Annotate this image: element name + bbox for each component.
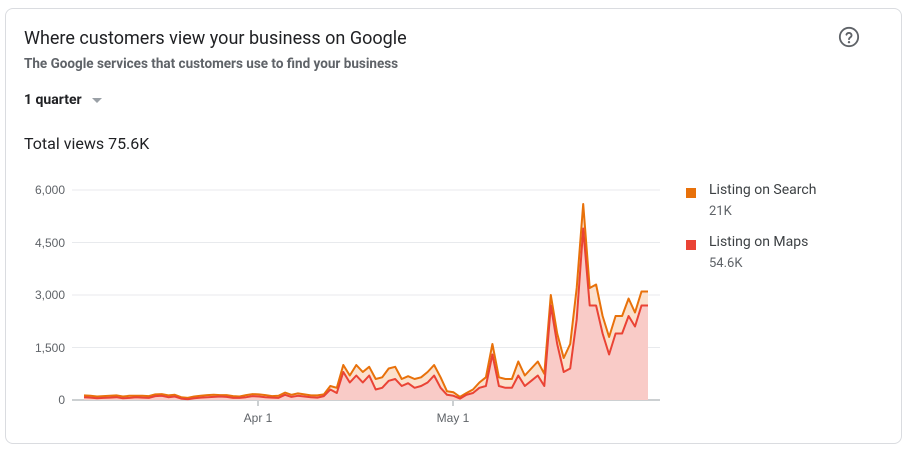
x-axis: Apr 1 May 1 [244,401,470,425]
y-tick-label: 4,500 [35,236,65,250]
line-maps [83,227,648,401]
card-title: Where customers view your business on Go… [24,28,407,49]
y-tick-label: 3,000 [35,288,65,302]
legend-swatch-maps [686,240,696,250]
legend-value: 21K [709,204,732,219]
y-tick-label: 0 [58,393,65,407]
caret-down-icon [91,97,102,103]
help-circle-icon[interactable] [838,26,860,48]
legend-label: Listing on Search [709,182,817,198]
views-card [5,8,902,444]
line-search [83,203,648,399]
total-views: Total views 75.6K [24,134,150,153]
legend-label: Listing on Maps [709,234,809,250]
period-dropdown[interactable]: 1 quarter [24,92,102,108]
y-tick-label: 6,000 [35,183,65,197]
y-tick-label: 1,500 [35,341,65,355]
legend-value: 54.6K [709,256,743,271]
y-axis: 6,000 4,500 3,000 1,500 0 [35,183,65,407]
area-maps [84,228,648,400]
period-label: 1 quarter [24,92,82,108]
legend-swatch-search [686,188,696,198]
card-subtitle: The Google services that customers use t… [24,56,399,72]
x-tick-label: Apr 1 [244,411,273,425]
x-tick-label: May 1 [437,411,470,425]
